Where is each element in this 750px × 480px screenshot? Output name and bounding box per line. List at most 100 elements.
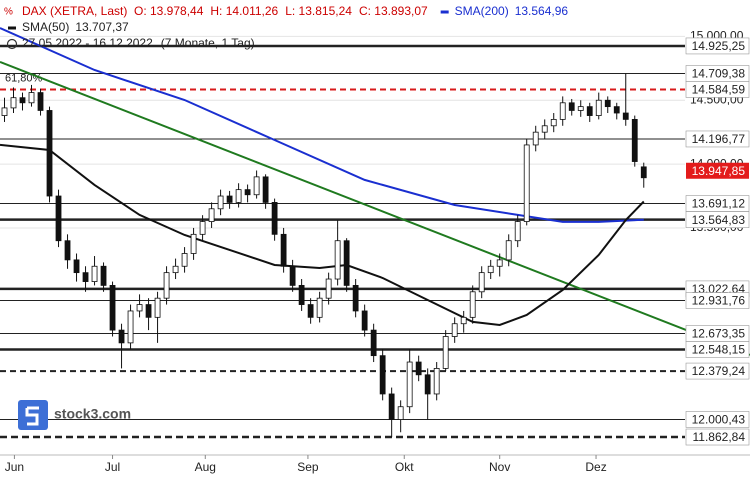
candle-body — [631, 119, 638, 162]
legend-ohlc: H: 14.011,26 — [210, 4, 278, 18]
level-label: 14.584,59 — [692, 83, 746, 97]
level-annotation: 61,80% — [5, 72, 43, 84]
legend-duration: (7 Monate, 1 Tag) — [161, 36, 255, 50]
watermark: stock3.com — [18, 400, 131, 430]
candle-body — [118, 329, 125, 344]
candle-body — [154, 297, 161, 318]
legend-name: SMA(50) — [22, 20, 69, 34]
candle-body — [271, 202, 278, 235]
candle-body — [496, 259, 503, 267]
x-tick-label: Jul — [105, 460, 120, 474]
candle-body — [406, 361, 413, 408]
candle-body — [253, 176, 260, 196]
logo-glyph — [25, 406, 39, 426]
level-label: 13.564,83 — [692, 213, 746, 227]
x-tick-label: Aug — [195, 460, 216, 474]
x-tick-label: Okt — [395, 460, 414, 474]
candle-body — [37, 92, 44, 111]
candle-body — [307, 304, 314, 318]
x-tick-label: Jun — [5, 460, 24, 474]
candle-body — [352, 285, 359, 312]
candle-body — [145, 304, 152, 318]
candle-body — [532, 131, 539, 146]
legend-icon: % — [4, 7, 13, 18]
candle-body — [325, 278, 332, 299]
sma-line — [0, 27, 644, 223]
candle-body — [163, 272, 170, 299]
x-tick-label: Nov — [489, 460, 510, 474]
legend-name: SMA(200) — [455, 4, 509, 18]
candle-body — [559, 102, 566, 120]
candle-body — [388, 393, 395, 420]
candle-body — [397, 406, 404, 420]
candle-body — [10, 97, 17, 109]
level-label-box — [685, 211, 750, 228]
legend-ohlc: O: 13.978,44 — [134, 4, 204, 18]
candle-body — [55, 195, 62, 242]
level-label-box — [685, 362, 750, 380]
candle-body — [451, 323, 458, 337]
candle-body — [415, 361, 422, 376]
candle-body — [136, 304, 143, 312]
candle-body — [244, 189, 251, 196]
level-label-box — [685, 411, 750, 428]
legend-title: DAX (XETRA, Last) — [22, 4, 127, 18]
candle-body — [127, 310, 134, 344]
level-label: 12.548,15 — [692, 343, 746, 357]
current-price-box — [686, 162, 749, 179]
candle-body — [226, 195, 233, 203]
candle-body — [289, 265, 296, 286]
legend-ohlc: C: 13.893,07 — [359, 4, 428, 18]
level-label: 12.931,76 — [692, 294, 746, 308]
candle-body — [316, 297, 323, 318]
level-label: 14.196,77 — [692, 132, 746, 146]
level-label-box — [685, 428, 750, 446]
candle-body — [298, 285, 305, 305]
candle-body — [586, 106, 593, 116]
candle-body — [262, 176, 269, 203]
indicator-lines — [0, 27, 750, 356]
candle-body — [577, 106, 584, 111]
candle-body — [100, 265, 107, 286]
candle-body — [460, 316, 467, 325]
candle-body — [487, 265, 494, 274]
candle-body — [19, 97, 26, 104]
candle-body — [379, 355, 386, 395]
candle-body — [613, 106, 620, 114]
level-label: 14.709,38 — [692, 67, 746, 81]
legend: % DAX (XETRA, Last) O: 13.978,44 H: 14.011,… — [4, 4, 568, 50]
candle-body — [433, 368, 440, 395]
level-label: 12.379,24 — [692, 364, 746, 378]
trendline — [0, 60, 750, 356]
grid — [0, 35, 750, 459]
candle-body — [469, 291, 476, 318]
price-labels: 15.000,0014.500,0014.000,0013.500,00JunJ… — [5, 29, 750, 474]
sma-line — [0, 143, 645, 327]
candle-body — [109, 285, 116, 331]
candle-body — [523, 144, 530, 222]
legend-value: 13.564,96 — [515, 4, 569, 18]
level-label-box — [685, 130, 750, 148]
watermark-text: stock3.com — [54, 406, 131, 422]
level-label-box — [685, 37, 750, 55]
level-label: 13.691,12 — [692, 197, 746, 211]
legend-value: 13.707,37 — [75, 20, 129, 34]
candle-body — [442, 336, 449, 369]
candle-body — [73, 259, 80, 274]
candle-body — [550, 119, 557, 127]
candle-body — [64, 240, 71, 261]
candle-body — [361, 310, 368, 331]
candle-body — [640, 166, 647, 179]
candle-body — [604, 99, 611, 108]
candle-body — [82, 272, 89, 282]
candle-body — [478, 272, 485, 293]
current-price-label: 13.947,85 — [692, 164, 746, 178]
candle-body — [568, 102, 575, 111]
candle-body — [514, 221, 521, 242]
level-label: 14.925,25 — [692, 39, 746, 53]
candle-body — [595, 99, 602, 116]
level-label-box — [685, 341, 750, 358]
level-label: 12.673,35 — [692, 327, 746, 341]
candle-body — [199, 221, 206, 235]
